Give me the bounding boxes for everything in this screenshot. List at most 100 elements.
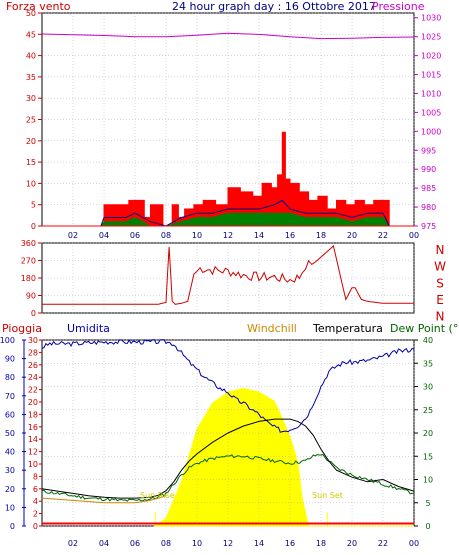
humidity-tick-label: 40 xyxy=(5,448,15,457)
humidity-tick-label: 10 xyxy=(5,503,15,512)
rain-tick-label: 4 xyxy=(33,497,38,506)
pressure-series xyxy=(41,32,415,40)
temperature-tick-label: 40 xyxy=(423,336,433,345)
hour-tick-label: 00 xyxy=(409,231,419,240)
hour-tick-label: 08 xyxy=(161,231,171,240)
temperature-legend: Temperatura xyxy=(312,322,383,335)
windchill-legend: Windchill xyxy=(247,322,297,335)
pressure-tick-label: 1025 xyxy=(421,33,441,42)
wind-tick-label: 0 xyxy=(31,222,36,231)
wind-direction-series xyxy=(42,244,414,305)
rain-tick-label: 22 xyxy=(28,386,38,395)
pressure-tick-label: 1030 xyxy=(421,14,441,23)
pressure-tick-label: 985 xyxy=(421,184,436,193)
humidity-line xyxy=(41,339,415,433)
wind-tick-label: 25 xyxy=(26,116,36,125)
pressure-tick-label: 1015 xyxy=(421,71,441,80)
wind-axis: 0 5 10 15 20 25 30 35 40 45 50 xyxy=(26,9,42,231)
hour-tick-label: 10 xyxy=(192,231,202,240)
wind-tick-label: 15 xyxy=(26,158,36,167)
humidity-tick-label: 20 xyxy=(5,485,15,494)
pressure-tick-label: 1005 xyxy=(421,108,441,117)
hour-tick-label: 08 xyxy=(161,539,171,548)
rain-tick-label: 14 xyxy=(28,435,38,444)
pressure-tick-label: 995 xyxy=(421,146,436,155)
humidity-axis: 0 10 20 30 40 50 60 70 80 90 100 xyxy=(0,336,26,531)
rain-tick-label: 0 xyxy=(33,522,38,531)
wind-tick-label: 10 xyxy=(26,179,36,188)
wind-tick-label: 30 xyxy=(26,94,36,103)
direction-tick-label: 270 xyxy=(21,257,36,266)
compass-label: S xyxy=(436,276,444,290)
temperature-tick-label: 35 xyxy=(423,359,433,368)
windchill-line xyxy=(41,495,167,504)
rain-tick-label: 2 xyxy=(33,510,38,519)
wind-series xyxy=(42,131,414,227)
wind-gust-area xyxy=(42,131,414,227)
wind-tick-label: 40 xyxy=(26,52,36,61)
rain-tick-label: 6 xyxy=(33,485,38,494)
hour-tick-label: 16 xyxy=(285,231,295,240)
temperature-tick-label: 0 xyxy=(425,522,430,531)
temperature-axis: 0 5 10 15 20 25 30 35 40 xyxy=(414,336,433,531)
humidity-tick-label: 30 xyxy=(5,466,15,475)
humidity-tick-label: 70 xyxy=(5,392,15,401)
direction-tick-label: 360 xyxy=(21,239,36,248)
direction-grid xyxy=(42,242,415,314)
hour-tick-label: 22 xyxy=(378,539,388,548)
hour-tick-label: 02 xyxy=(68,231,78,240)
hour-tick-label: 14 xyxy=(254,539,264,548)
hour-tick-label: 00 xyxy=(409,539,419,548)
humidity-tick-label: 90 xyxy=(5,355,15,364)
direction-axis: 0 90 180 270 360 xyxy=(21,239,42,318)
dewpoint-legend: Dew Point (°C xyxy=(390,322,459,335)
hour-tick-label: 06 xyxy=(130,231,140,240)
hour-tick-label: 02 xyxy=(68,539,78,548)
hour-tick-label: 22 xyxy=(378,231,388,240)
wind-tick-label: 5 xyxy=(31,201,36,210)
wind-axis-title: Forza vento xyxy=(6,0,71,13)
hour-tick-label: 18 xyxy=(316,539,326,548)
pressure-tick-label: 1020 xyxy=(421,52,441,61)
rain-tick-label: 10 xyxy=(28,460,38,469)
pressure-tick-label: 975 xyxy=(421,222,436,231)
hour-tick-label: 18 xyxy=(316,231,326,240)
sunrise-label: Sun Rise xyxy=(140,491,175,500)
pressure-axis-title: Pressione xyxy=(372,0,425,13)
hour-tick-label: 04 xyxy=(99,231,109,240)
hour-axis-top: 02 04 06 08 10 12 14 16 18 20 22 00 xyxy=(68,231,419,240)
hour-tick-label: 16 xyxy=(285,539,295,548)
pressure-line xyxy=(41,32,415,40)
wind-direction-line xyxy=(42,244,414,305)
direction-tick-label: 90 xyxy=(26,292,36,301)
compass-label: N xyxy=(436,243,445,257)
temperature-tick-label: 15 xyxy=(423,452,433,461)
dewpoint-line xyxy=(41,454,415,502)
sunset-label: Sun Set xyxy=(312,491,343,500)
hour-tick-label: 20 xyxy=(347,539,357,548)
humidity-tick-label: 60 xyxy=(5,410,15,419)
wind-low-area xyxy=(42,212,414,227)
humidity-tick-label: 100 xyxy=(0,336,15,345)
temperature-tick-label: 10 xyxy=(423,476,433,485)
hour-tick-label: 14 xyxy=(254,231,264,240)
wind-tick-label: 50 xyxy=(26,9,36,18)
solar-radiation-area xyxy=(153,387,414,527)
temperature-tick-label: 20 xyxy=(423,429,433,438)
wind-tick-label: 35 xyxy=(26,73,36,82)
humidity-tick-label: 0 xyxy=(10,522,15,531)
wind-tick-label: 20 xyxy=(26,137,36,146)
wind-tick-label: 45 xyxy=(26,30,36,39)
temperature-tick-label: 30 xyxy=(423,383,433,392)
direction-tick-label: 180 xyxy=(21,274,36,283)
humidity-tick-label: 80 xyxy=(5,373,15,382)
wind-average-line xyxy=(42,199,414,227)
rain-tick-label: 16 xyxy=(28,423,38,432)
hour-tick-label: 12 xyxy=(223,231,233,240)
pressure-tick-label: 980 xyxy=(421,203,436,212)
compass-label: N xyxy=(436,310,445,324)
hour-tick-label: 20 xyxy=(347,231,357,240)
rain-legend: Pioggia xyxy=(2,322,42,335)
compass-label: W xyxy=(434,260,446,274)
